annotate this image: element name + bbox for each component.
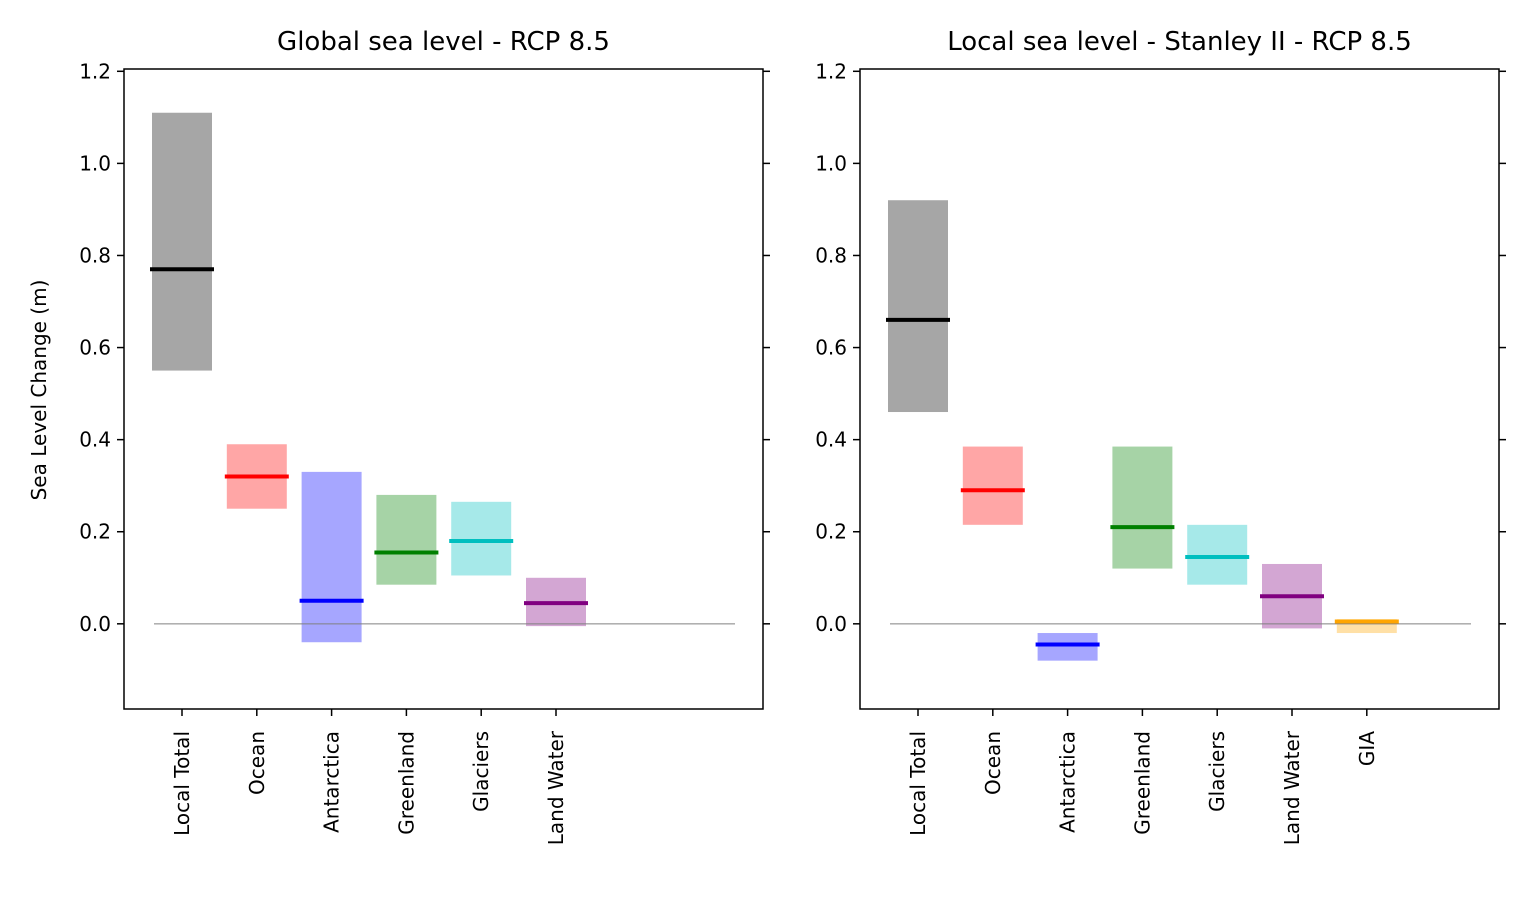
y-tick-label: 0.4 bbox=[815, 428, 847, 452]
y-tick-label: 0.0 bbox=[815, 612, 847, 636]
bar-glaciers bbox=[1187, 524, 1248, 585]
y-tick-label: 0.4 bbox=[79, 428, 111, 452]
x-tick-label-land-water: Land Water bbox=[1280, 730, 1304, 845]
x-tick-label-antarctica: Antarctica bbox=[320, 731, 344, 833]
x-tick-label-greenland: Greenland bbox=[1130, 731, 1154, 835]
y-tick-label: 1.0 bbox=[79, 151, 111, 175]
y-tick-label: 1.2 bbox=[79, 59, 111, 83]
bar-greenland bbox=[376, 494, 437, 585]
bar-local-total bbox=[152, 112, 212, 371]
bar-antarctica bbox=[1037, 633, 1098, 661]
global-sea-level-panel: Global sea level - RCP 8.5 Sea Level Cha… bbox=[27, 27, 770, 845]
bar-ocean bbox=[962, 446, 1023, 525]
x-tick-label-local-total: Local Total bbox=[170, 731, 194, 836]
y-tick-label: 0.6 bbox=[815, 336, 847, 360]
x-tick-label-greenland: Greenland bbox=[394, 731, 418, 835]
plot-frame bbox=[123, 68, 764, 710]
y-tick-label: 0.8 bbox=[815, 243, 847, 267]
chart-title: Global sea level - RCP 8.5 bbox=[277, 27, 610, 57]
bar-local-total bbox=[888, 200, 948, 413]
x-tick-label-ocean: Ocean bbox=[981, 731, 1005, 795]
y-tick-label: 0.2 bbox=[79, 520, 111, 544]
y-tick-label: 1.0 bbox=[815, 151, 847, 175]
x-tick-label-glaciers: Glaciers bbox=[469, 731, 493, 812]
x-tick-label-gia: GIA bbox=[1355, 731, 1379, 766]
y-tick-label: 0.2 bbox=[815, 520, 847, 544]
y-axis-label: Sea Level Change (m) bbox=[27, 280, 51, 501]
bar-antarctica bbox=[301, 471, 362, 643]
y-tick-label: 0.8 bbox=[79, 243, 111, 267]
bar-glaciers bbox=[451, 501, 512, 576]
y-tick-label: 0.6 bbox=[79, 336, 111, 360]
x-tick-label-land-water: Land Water bbox=[544, 730, 568, 845]
y-tick-label: 1.2 bbox=[815, 59, 847, 83]
y-tick-label: 0.0 bbox=[79, 612, 111, 636]
plot-area: 0.0 0.2 0.4 0.6 0.8 1.0 1.2 Local Total Ocean Ant… bbox=[79, 59, 770, 845]
local-sea-level-panel: Local sea level - Stanley II - RCP 8.5 0… bbox=[815, 27, 1506, 845]
plot-area: 0.0 0.2 0.4 0.6 0.8 1.0 1.2 Local Total Ocean Ant… bbox=[815, 59, 1506, 845]
x-tick-label-glaciers: Glaciers bbox=[1205, 731, 1229, 812]
chart-title: Local sea level - Stanley II - RCP 8.5 bbox=[947, 27, 1412, 57]
x-tick-label-ocean: Ocean bbox=[245, 731, 269, 795]
x-tick-label-local-total: Local Total bbox=[906, 731, 930, 836]
bar-greenland bbox=[1112, 446, 1173, 569]
x-tick-label-antarctica: Antarctica bbox=[1056, 731, 1080, 833]
plot-frame bbox=[859, 68, 1500, 710]
